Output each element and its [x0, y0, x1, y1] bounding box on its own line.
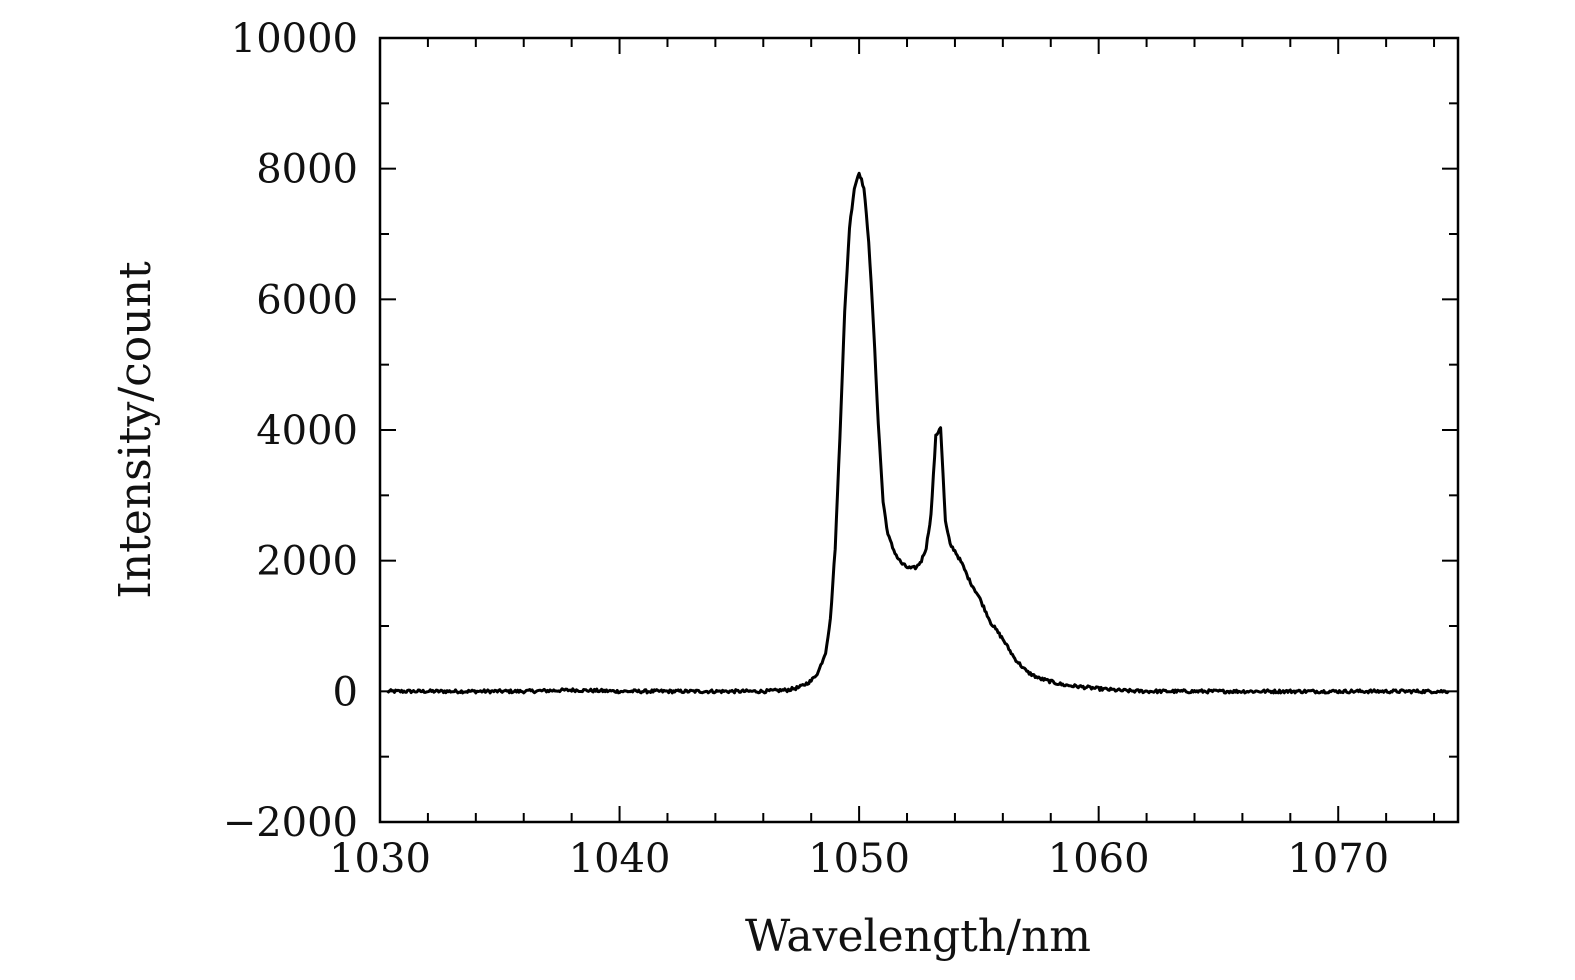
plot-frame — [378, 36, 1460, 824]
y-axis-label: Intensity/count — [110, 261, 161, 599]
x-axis-label: Wavelength/nm — [745, 911, 1091, 962]
x-tick-label: 1050 — [808, 836, 910, 882]
x-tick-label: 1030 — [329, 836, 431, 882]
axis-ticks — [379, 37, 1458, 823]
y-tick-label: 8000 — [256, 147, 358, 193]
axis-tick-labels: 1030 1040 1050 1060 1070 −2000 0 2000 4000 6000 80… — [223, 16, 1389, 882]
x-tick-label: 1060 — [1048, 836, 1150, 882]
y-tick-label: 10000 — [231, 16, 358, 62]
y-tick-label: 0 — [333, 669, 358, 715]
x-tick-label: 1040 — [569, 836, 671, 882]
x-tick-label: 1070 — [1287, 836, 1389, 882]
y-tick-label: 6000 — [256, 277, 358, 323]
y-tick-label: −2000 — [223, 800, 358, 846]
y-tick-label: 4000 — [256, 408, 358, 454]
spectrum-line — [386, 171, 1450, 695]
y-tick-label: 2000 — [256, 539, 358, 585]
